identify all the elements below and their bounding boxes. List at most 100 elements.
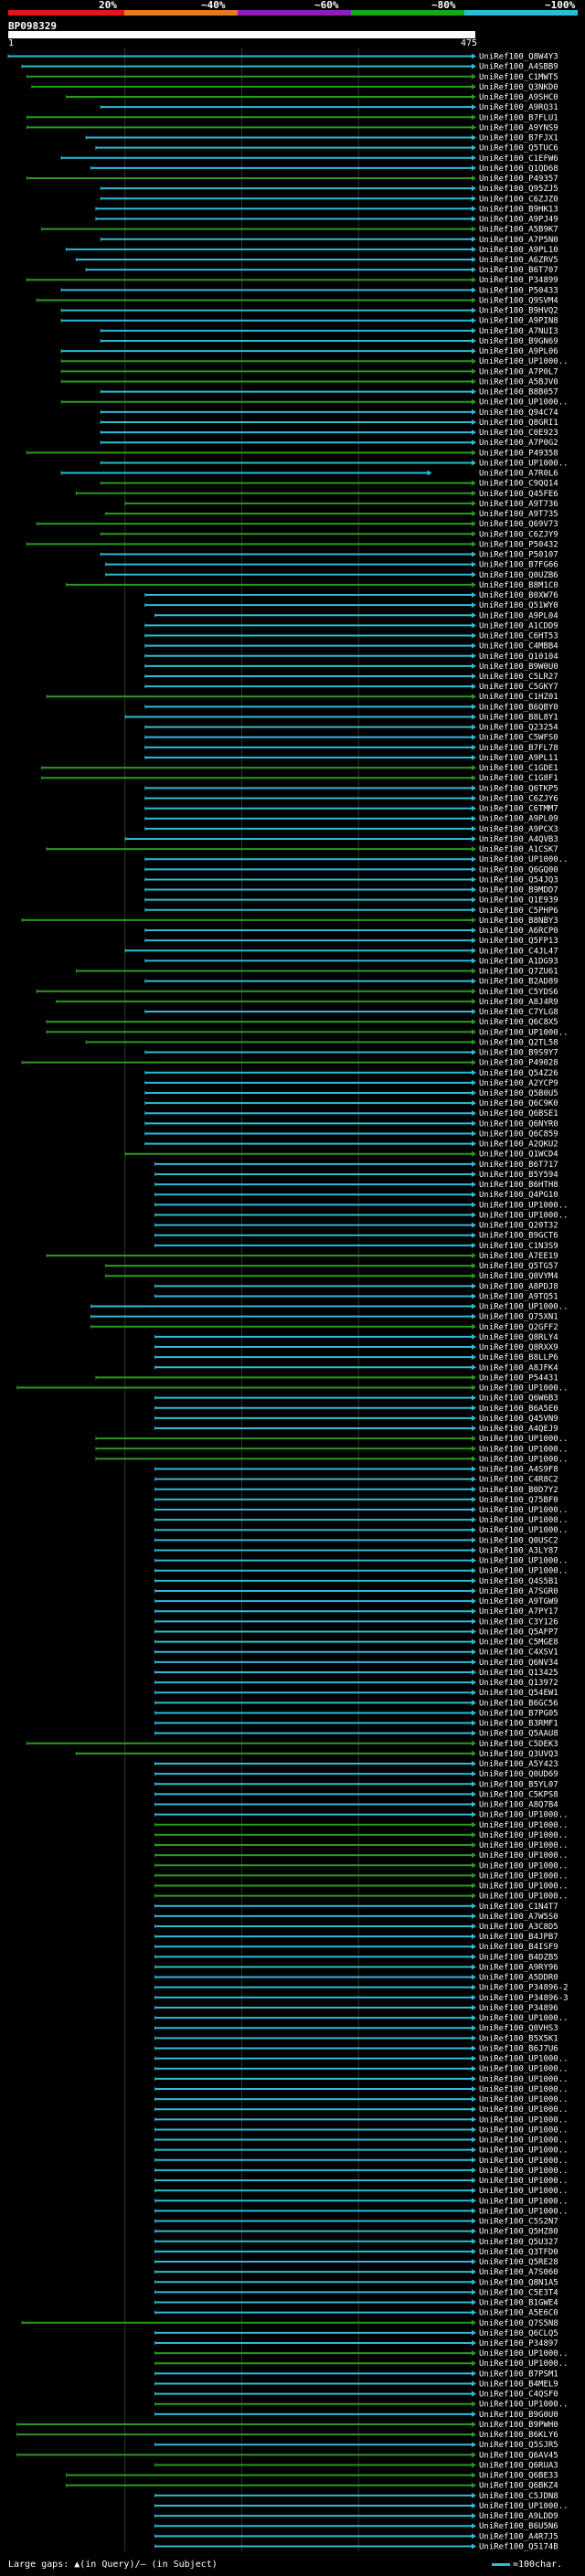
hit-label[interactable]: UniRef100_B8L8Y1	[479, 713, 558, 722]
hit-row[interactable]: UniRef100_A8Q7B4	[154, 1801, 558, 1810]
hit-label[interactable]: UniRef100_Q6TKP5	[479, 784, 558, 793]
hit-label[interactable]: UniRef100_B9HK13	[479, 205, 558, 214]
hit-label[interactable]: UniRef100_UP1000..	[479, 2167, 569, 2176]
hit-row[interactable]: UniRef100_C1MWT5	[26, 73, 558, 82]
hit-label[interactable]: UniRef100_UP1000..	[479, 2157, 569, 2166]
hit-row[interactable]: UniRef100_A5B9K7	[41, 226, 558, 235]
hit-label[interactable]: UniRef100_B7FG66	[479, 561, 558, 570]
hit-row[interactable]: UniRef100_P49357	[26, 175, 558, 184]
hit-row[interactable]: UniRef100_C1N4T7	[154, 1903, 558, 1912]
hit-label[interactable]: UniRef100_P34896-2	[479, 1984, 569, 1993]
hit-row[interactable]: UniRef100_UP1000..	[154, 1871, 569, 1881]
hit-row[interactable]: UniRef100_A9YNS9	[26, 123, 558, 133]
hit-label[interactable]: UniRef100_C5MGE8	[479, 1638, 558, 1648]
hit-row[interactable]: UniRef100_A2YCP9	[144, 1079, 558, 1088]
hit-label[interactable]: UniRef100_C1EFW6	[479, 154, 558, 164]
hit-label[interactable]: UniRef100_UP1000..	[479, 2075, 569, 2084]
hit-label[interactable]: UniRef100_UP1000..	[479, 1841, 569, 1850]
hit-label[interactable]: UniRef100_UP1000..	[479, 1526, 569, 1535]
hit-row[interactable]: UniRef100_A9PL10	[66, 246, 558, 255]
hit-row[interactable]: UniRef100_UP1000..	[154, 2401, 569, 2410]
hit-label[interactable]: UniRef100_Q6C859	[479, 1129, 558, 1139]
hit-row[interactable]: UniRef100_C4XSV1	[154, 1648, 558, 1658]
hit-row[interactable]: UniRef100_UP1000..	[95, 1455, 569, 1464]
hit-label[interactable]: UniRef100_A9PIN8	[479, 317, 558, 326]
hit-row[interactable]: UniRef100_Q0UD69	[154, 1770, 558, 1779]
hit-row[interactable]: UniRef100_UP1000..	[60, 398, 569, 408]
hit-row[interactable]: UniRef100_C5WFS0	[144, 734, 558, 743]
hit-label[interactable]: UniRef100_Q5FP13	[479, 937, 558, 946]
hit-row[interactable]: UniRef100_P49358	[26, 449, 558, 458]
hit-label[interactable]: UniRef100_Q5HZ80	[479, 2228, 558, 2237]
hit-row[interactable]: UniRef100_B6KLY6	[16, 2431, 558, 2440]
hit-label[interactable]: UniRef100_Q75XN1	[479, 1313, 558, 1322]
hit-label[interactable]: UniRef100_A9TQ51	[479, 1292, 558, 1301]
hit-row[interactable]: UniRef100_Q6CLQ5	[154, 2329, 558, 2338]
hit-label[interactable]: UniRef100_C3Y126	[479, 1617, 558, 1627]
hit-label[interactable]: UniRef100_A5E6C0	[479, 2309, 558, 2318]
hit-row[interactable]: UniRef100_A3LY87	[154, 1546, 558, 1555]
hit-row[interactable]: UniRef100_B6U5N6	[154, 2522, 558, 2531]
hit-row[interactable]: UniRef100_B2AD89	[144, 978, 558, 987]
hit-row[interactable]: UniRef100_B6A5E0	[154, 1405, 558, 1414]
hit-label[interactable]: UniRef100_P49358	[479, 449, 558, 458]
hit-label[interactable]: UniRef100_UP1000..	[479, 1861, 569, 1871]
hit-row[interactable]: UniRef100_B8L8Y1	[124, 713, 558, 722]
hit-row[interactable]: UniRef100_P54431	[95, 1373, 558, 1383]
hit-label[interactable]: UniRef100_Q1QD68	[479, 164, 558, 174]
hit-label[interactable]: UniRef100_A7R0L6	[479, 470, 558, 479]
hit-row[interactable]: UniRef100_B9HK13	[95, 205, 558, 214]
hit-row[interactable]: UniRef100_UP1000..	[154, 1841, 569, 1850]
hit-label[interactable]: UniRef100_UP1000..	[479, 1506, 569, 1515]
hit-label[interactable]: UniRef100_Q6CLQ5	[479, 2329, 558, 2338]
hit-row[interactable]: UniRef100_Q5TG57	[105, 1262, 558, 1271]
hit-label[interactable]: UniRef100_B8M1C0	[479, 581, 558, 590]
hit-label[interactable]: UniRef100_Q4PG10	[479, 1191, 558, 1200]
hit-row[interactable]: UniRef100_A7P0G2	[100, 439, 558, 448]
hit-row[interactable]: UniRef100_B9PWH0	[16, 2421, 558, 2430]
hit-label[interactable]: UniRef100_A8PDJ8	[479, 1282, 558, 1291]
hit-label[interactable]: UniRef100_UP1000..	[479, 1882, 569, 1892]
hit-row[interactable]: UniRef100_Q6BKZ4	[66, 2482, 558, 2491]
hit-label[interactable]: UniRef100_B9MDD7	[479, 886, 558, 896]
hit-label[interactable]: UniRef100_Q6NYR0	[479, 1119, 558, 1129]
hit-label[interactable]: UniRef100_A9LDD9	[479, 2512, 558, 2521]
hit-row[interactable]: UniRef100_UP1000..	[154, 2136, 569, 2146]
hit-row[interactable]: UniRef100_Q5RE28	[154, 2258, 558, 2267]
hit-row[interactable]: UniRef100_B9MDD7	[144, 886, 558, 896]
hit-label[interactable]: UniRef100_B6GC56	[479, 1699, 558, 1708]
hit-row[interactable]: UniRef100_A8J4R9	[56, 998, 558, 1007]
hit-label[interactable]: UniRef100_UP1000..	[479, 1201, 569, 1210]
hit-row[interactable]: UniRef100_Q5FP13	[144, 937, 558, 946]
hit-label[interactable]: UniRef100_A3C8D5	[479, 1923, 558, 1932]
hit-row[interactable]: UniRef100_Q6GQ00	[144, 865, 558, 875]
hit-label[interactable]: UniRef100_Q7ZU61	[479, 968, 558, 977]
hit-label[interactable]: UniRef100_C5DEK3	[479, 1740, 558, 1749]
hit-label[interactable]: UniRef100_Q13972	[479, 1679, 558, 1688]
hit-row[interactable]: UniRef100_Q23254	[144, 724, 558, 733]
hit-row[interactable]: UniRef100_UP1000..	[154, 2157, 569, 2166]
hit-row[interactable]: UniRef100_UP1000..	[154, 2014, 569, 2023]
hit-row[interactable]: UniRef100_B9GN69	[100, 337, 558, 346]
hit-row[interactable]: UniRef100_A5DDR0	[154, 1974, 558, 1983]
hit-row[interactable]: UniRef100_B0D7Y2	[154, 1486, 558, 1495]
hit-row[interactable]: UniRef100_C1N3S9	[154, 1242, 558, 1251]
hit-row[interactable]: UniRef100_C0E923	[100, 429, 558, 438]
hit-label[interactable]: UniRef100_B9GN69	[479, 337, 558, 346]
hit-label[interactable]: UniRef100_Q0UD69	[479, 1770, 558, 1779]
hit-label[interactable]: UniRef100_P49357	[479, 175, 558, 184]
hit-row[interactable]: UniRef100_A9PL11	[144, 754, 558, 763]
hit-label[interactable]: UniRef100_A7EE19	[479, 1252, 558, 1261]
hit-row[interactable]: UniRef100_B5X5K1	[154, 2034, 558, 2043]
hit-label[interactable]: UniRef100_Q6C8X5	[479, 1018, 558, 1027]
hit-row[interactable]: UniRef100_A2QKU2	[144, 1140, 558, 1150]
hit-row[interactable]: UniRef100_C5S2N7	[154, 2218, 558, 2227]
hit-label[interactable]: UniRef100_A5BJV0	[479, 377, 558, 387]
hit-row[interactable]: UniRef100_Q54JQ3	[144, 875, 558, 885]
hit-label[interactable]: UniRef100_B9HVQ2	[479, 307, 558, 316]
hit-label[interactable]: UniRef100_Q51WY0	[479, 601, 558, 610]
hit-label[interactable]: UniRef100_Q6BKZ4	[479, 2482, 558, 2491]
hit-row[interactable]: UniRef100_Q3TFD0	[154, 2248, 558, 2257]
hit-label[interactable]: UniRef100_Q6AV45	[479, 2451, 558, 2460]
hit-row[interactable]: UniRef100_Q4PG10	[154, 1191, 558, 1200]
